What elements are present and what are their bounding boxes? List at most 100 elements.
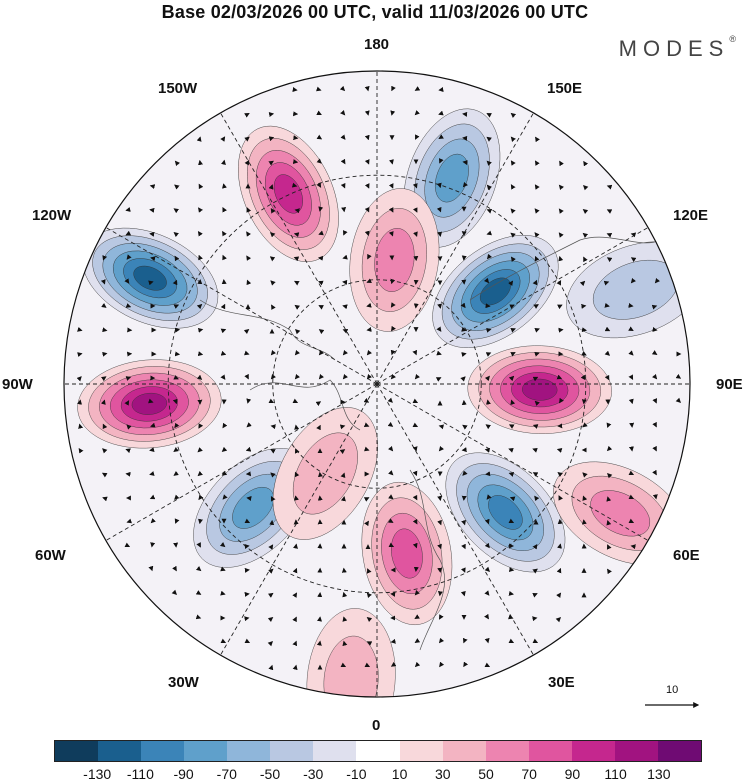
wind-vector — [388, 230, 394, 237]
wind-vector — [198, 207, 203, 213]
wind-vector — [508, 375, 515, 382]
wind-vector — [510, 399, 516, 406]
colorbar-swatch — [141, 741, 185, 761]
modes-logo: MODES® — [619, 34, 736, 62]
wind-vector — [462, 424, 468, 430]
wind-vector — [102, 255, 108, 261]
wind-vector — [364, 159, 370, 165]
wind-vector — [436, 326, 442, 332]
wind-vector — [557, 471, 563, 478]
wind-vector — [124, 278, 130, 284]
wind-vector — [125, 376, 132, 381]
wind-vector — [556, 567, 562, 574]
wind-vector — [100, 399, 106, 405]
wind-vector — [77, 326, 83, 332]
wind-vector — [340, 662, 347, 668]
label-90w: 90W — [2, 376, 33, 393]
wind-vector — [220, 303, 226, 310]
wind-vector — [174, 422, 180, 429]
wind-vector — [221, 446, 228, 452]
wind-vector — [485, 352, 492, 357]
wind-vector — [558, 232, 564, 238]
wind-vector — [126, 254, 132, 260]
label-60w: 60W — [35, 547, 66, 564]
wind-vector — [604, 326, 611, 332]
wind-vector — [174, 255, 180, 262]
wind-vector — [246, 255, 252, 261]
wind-vector — [412, 422, 419, 428]
colorbar-tick-label: -70 — [216, 766, 237, 782]
wind-vector — [558, 208, 564, 214]
wind-vector — [437, 543, 442, 550]
colorbar-tick-label: 50 — [478, 766, 494, 782]
wind-vector — [173, 231, 179, 238]
meridian-line — [376, 383, 649, 541]
wind-vector — [174, 184, 180, 190]
wind-vector — [244, 159, 250, 166]
wind-vector — [534, 232, 540, 238]
wind-vector — [580, 374, 586, 381]
colorbar-swatch — [98, 741, 142, 761]
colorbar-swatch — [184, 741, 228, 761]
colorbar — [54, 740, 702, 762]
meridian-line — [376, 112, 534, 385]
wind-vector — [508, 518, 515, 524]
wind-vector — [101, 472, 108, 478]
wind-vector — [102, 351, 108, 357]
wind-vector — [628, 326, 634, 331]
anomaly-contour — [391, 528, 423, 579]
wind-vector — [652, 373, 658, 380]
wind-vector — [316, 158, 322, 164]
wind-vector — [195, 566, 202, 572]
wind-vector — [270, 472, 276, 478]
meridian-line — [105, 227, 378, 385]
wind-vector — [556, 280, 562, 286]
wind-vectors — [76, 85, 682, 671]
wind-vector — [366, 349, 372, 356]
registered-mark: ® — [729, 34, 736, 44]
wind-vector — [415, 134, 420, 140]
colorbar-tick-label: 10 — [391, 766, 408, 782]
wind-vector — [294, 280, 300, 286]
wind-vector — [438, 445, 444, 452]
wind-vector — [318, 349, 324, 356]
wind-vector — [124, 400, 130, 406]
wind-vector — [173, 447, 179, 452]
colorbar-tick-label: 110 — [604, 766, 627, 782]
wind-vector — [510, 160, 516, 166]
wind-vector — [244, 638, 251, 644]
wind-vector — [510, 208, 516, 214]
wind-vector — [460, 376, 466, 382]
wind-vector — [604, 350, 611, 356]
wind-vector — [342, 349, 348, 356]
wind-vector — [149, 494, 156, 500]
wind-vector — [390, 373, 396, 380]
wind-vector — [558, 495, 564, 501]
colorbar-swatch — [571, 741, 615, 761]
wind-vector — [510, 256, 516, 263]
colorbar-swatch — [657, 741, 701, 761]
wind-vector — [318, 373, 324, 380]
wind-vector — [246, 422, 252, 428]
colorbar-swatch — [528, 741, 572, 761]
wind-vector — [174, 160, 180, 167]
wind-vector — [173, 374, 179, 380]
colorbar-swatch — [313, 741, 357, 761]
wind-vector — [388, 494, 394, 500]
wind-vector — [438, 134, 444, 140]
label-180: 180 — [364, 36, 390, 53]
wind-vector — [222, 230, 227, 237]
map-disc — [64, 71, 690, 697]
wind-vector — [220, 638, 227, 644]
wind-vector — [268, 568, 274, 574]
wind-vector — [582, 495, 588, 502]
wind-vector — [196, 303, 203, 310]
wind-vector — [76, 376, 82, 382]
wind-vector — [533, 304, 539, 309]
wind-vector — [102, 448, 108, 454]
wind-vector — [268, 398, 275, 404]
wind-vector — [510, 112, 517, 118]
wind-vector — [508, 447, 514, 453]
wind-vector — [604, 374, 610, 381]
